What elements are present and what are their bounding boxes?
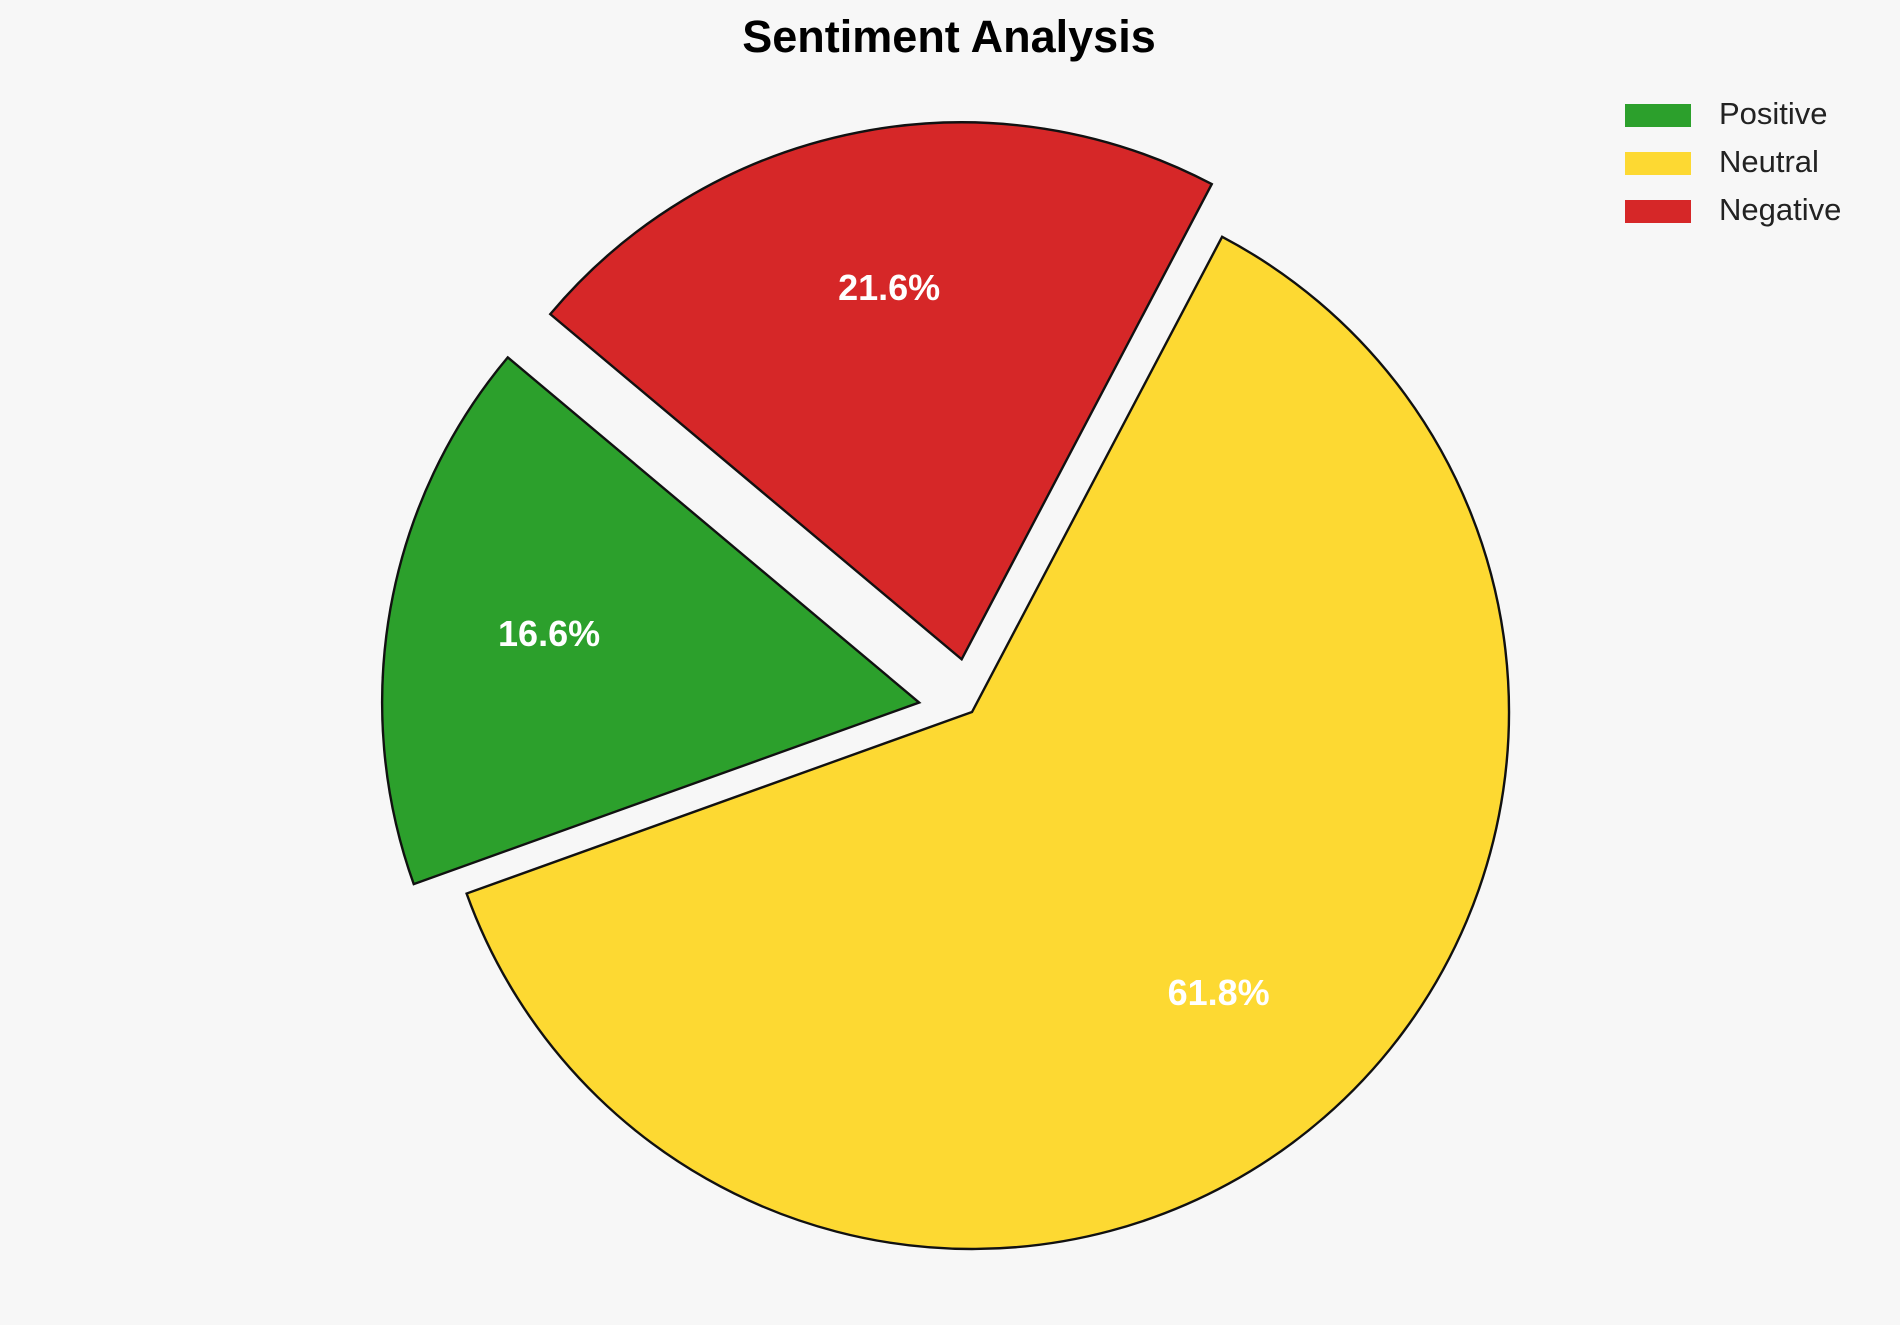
legend-swatch xyxy=(1625,152,1691,175)
pie-slice xyxy=(465,235,1511,1251)
slice-label: 16.6% xyxy=(498,613,600,654)
legend-label: Negative xyxy=(1719,192,1841,227)
chart-title: Sentiment Analysis xyxy=(742,11,1155,62)
legend-label: Positive xyxy=(1719,96,1828,131)
legend-label: Neutral xyxy=(1719,144,1819,179)
legend-swatch xyxy=(1625,104,1691,127)
pie-slice xyxy=(548,121,1214,662)
slice-label: 61.8% xyxy=(1168,972,1270,1013)
slice-label: 21.6% xyxy=(838,267,940,308)
pie-slice xyxy=(380,355,922,886)
legend-swatch xyxy=(1625,200,1691,223)
